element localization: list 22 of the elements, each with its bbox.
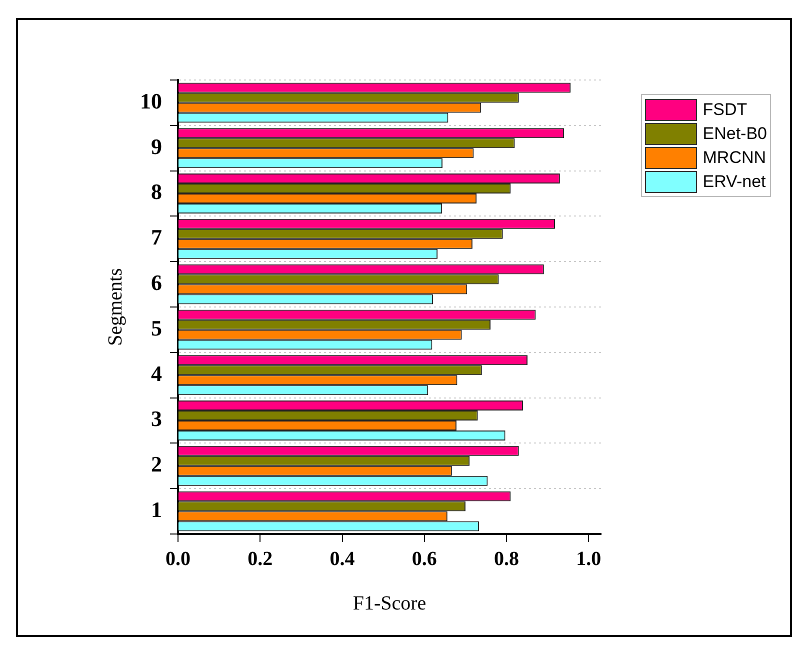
y-tick-label: 1 — [151, 496, 162, 522]
y-tick-label: 7 — [151, 224, 162, 250]
x-tick-label: 0.4 — [330, 548, 355, 570]
y-tick-label: 5 — [151, 315, 162, 340]
x-axis-title: F1-Score — [352, 592, 426, 614]
y-tick-label: 8 — [151, 179, 162, 204]
y-tick-label: 6 — [151, 270, 162, 295]
y-tick-label: 3 — [151, 406, 162, 432]
y-axis-title: Segments — [104, 268, 126, 346]
y-tick-label: 9 — [151, 134, 162, 159]
y-tick-label: 10 — [140, 88, 162, 114]
y-tick-label: 2 — [151, 452, 162, 477]
legend-label: FSDT — [702, 100, 748, 120]
legend-label: ENet-B0 — [702, 124, 767, 144]
x-tick-label: 0.2 — [248, 548, 273, 570]
x-tick-label: 1.0 — [576, 548, 602, 570]
y-tick-label: 4 — [151, 360, 162, 386]
x-tick-label: 0.8 — [494, 548, 520, 570]
legend-label: MRCNN — [702, 148, 766, 168]
x-tick-label: 0.0 — [166, 548, 190, 570]
legend-label: ERV-net — [702, 172, 766, 192]
x-tick-label: 0.6 — [412, 548, 437, 570]
